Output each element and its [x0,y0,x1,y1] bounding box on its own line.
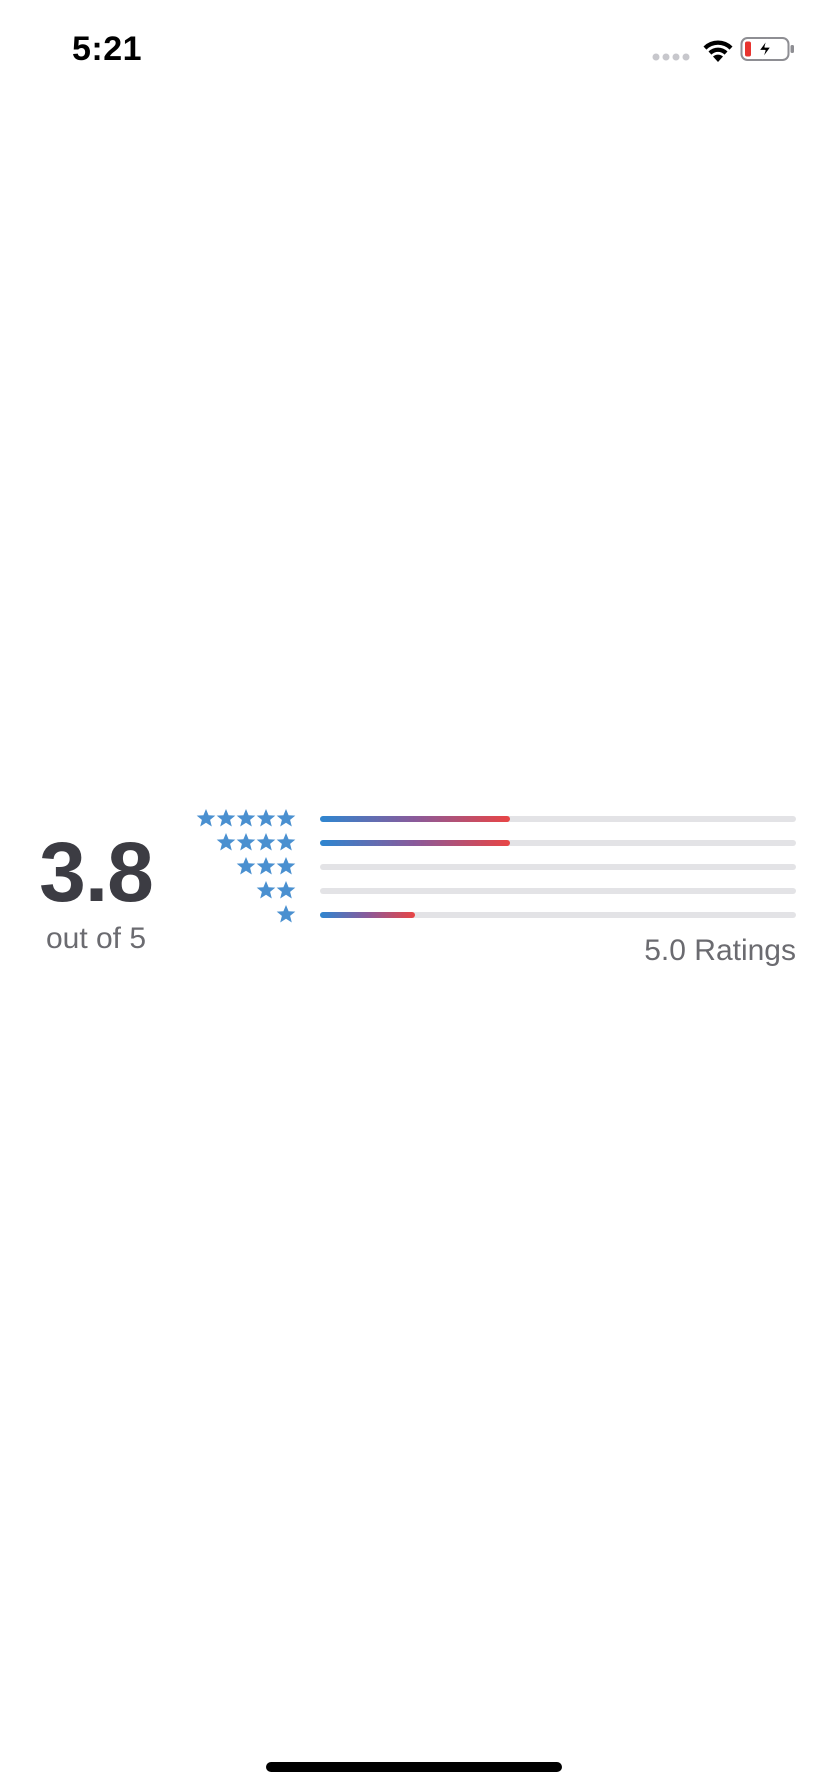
star-icon [236,857,256,875]
battery-low-charging-icon [740,37,794,61]
star-icon [276,905,296,923]
star-row-3 [236,854,296,878]
star-icon [236,833,256,851]
star-row-2 [256,878,296,902]
rating-bar-fill-5 [320,816,511,822]
rating-summary: 3.8 out of 5 5.0 Ratings [0,800,828,980]
wifi-icon [703,40,733,62]
star-icon [236,809,256,827]
star-icon [216,809,236,827]
rating-bar-fill-1 [320,912,416,918]
rating-bar-4 [320,840,796,846]
star-icon [276,881,296,899]
star-icon [256,881,276,899]
rating-bar-2 [320,888,796,894]
rating-bar-5 [320,816,796,822]
status-bar: 5:21 [0,0,828,100]
star-icon [196,809,216,827]
star-row-1 [276,902,296,926]
star-icon [256,857,276,875]
average-rating-caption: out of 5 [45,922,147,955]
rating-bar-fill-4 [320,840,511,846]
average-rating-value: 3.8 [39,825,154,919]
star-icon [256,833,276,851]
star-icon [216,833,236,851]
status-time: 5:21 [72,30,143,68]
signal-dots-icon [652,53,690,61]
star-icon [276,857,296,875]
ratings-count: 5.0 Ratings [644,934,796,967]
rating-bar-1 [320,912,796,918]
star-row-4 [216,830,296,854]
star-icon [276,809,296,827]
star-icon [256,809,276,827]
home-indicator[interactable] [266,1762,562,1772]
rating-bar-3 [320,864,796,870]
star-row-5 [196,806,296,830]
star-icon [276,833,296,851]
